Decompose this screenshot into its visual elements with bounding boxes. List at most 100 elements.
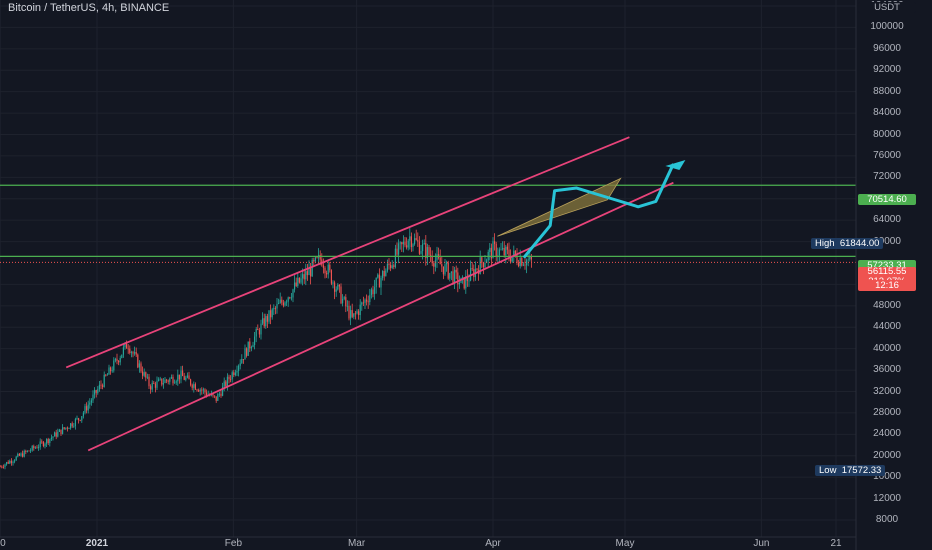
candle-body — [486, 260, 488, 264]
candle-body — [399, 242, 401, 244]
candle-body — [316, 257, 318, 259]
candle-body — [134, 352, 136, 354]
candle-body — [193, 384, 195, 388]
candle-body — [428, 247, 430, 255]
candle-body — [63, 427, 65, 429]
candle-body — [110, 367, 112, 372]
candle-body — [60, 429, 62, 434]
candle-body — [292, 289, 294, 298]
candle-body — [350, 310, 352, 319]
candle-body — [0, 466, 1, 468]
candle-body — [417, 239, 419, 242]
candle-body — [423, 243, 425, 245]
candle-body — [57, 431, 59, 437]
candle-body — [383, 270, 385, 277]
price-tick-label: 64000 — [873, 214, 901, 226]
candlestick-series — [0, 228, 532, 470]
candle-body — [178, 374, 180, 380]
candle-body — [41, 441, 43, 443]
candle-body — [479, 257, 481, 275]
candle-body — [529, 255, 531, 260]
candle-body — [502, 247, 504, 250]
candle-body — [498, 249, 500, 256]
candle-body — [105, 374, 107, 376]
candle-body — [442, 266, 444, 275]
candle-body — [327, 264, 329, 275]
candle-body — [300, 278, 302, 283]
candle-body — [95, 390, 97, 393]
candle-body — [398, 243, 400, 255]
candle-body — [284, 302, 286, 306]
candle-body — [242, 359, 244, 360]
candle-body — [124, 342, 126, 348]
candle-body — [100, 384, 102, 386]
candle-body — [66, 427, 68, 429]
candle-body — [47, 439, 49, 444]
price-tick-label: 100000 — [870, 21, 904, 33]
candle-body — [516, 255, 518, 263]
candle-body — [484, 263, 486, 268]
candle-body — [239, 363, 241, 366]
candle-body — [281, 299, 283, 303]
candle-body — [311, 259, 313, 277]
candle-body — [372, 289, 374, 295]
price-tick-label: 32000 — [873, 385, 901, 397]
candle-body — [303, 274, 305, 280]
candle-body — [212, 393, 214, 396]
candle-body — [431, 256, 433, 264]
candle-body — [351, 310, 353, 317]
candle-body — [335, 289, 337, 292]
candle-body — [140, 363, 142, 372]
candle-body — [49, 438, 51, 444]
candle-body — [455, 269, 457, 273]
candle-body — [530, 255, 532, 260]
candle-body — [82, 412, 84, 417]
candle-body — [322, 265, 324, 268]
support-price-label: 57233.31 — [858, 260, 916, 271]
candle-body — [191, 384, 193, 388]
candle-body — [65, 427, 67, 429]
candle-body — [6, 462, 8, 465]
candle-body — [348, 305, 350, 319]
time-tick-label: Apr — [485, 538, 501, 549]
channel-lower-line — [87, 181, 674, 452]
candle-body — [180, 370, 182, 380]
candle-body — [249, 341, 251, 349]
candle-body — [238, 365, 240, 372]
currency-label[interactable]: USDT — [858, 2, 916, 13]
candle-body — [338, 284, 340, 287]
candle-body — [146, 376, 148, 378]
candle-body — [198, 390, 200, 392]
candle-body — [103, 374, 105, 387]
candle-body — [233, 372, 235, 376]
channel-upper-line — [65, 136, 630, 369]
candle-body — [201, 389, 203, 391]
high-label-text: High — [815, 238, 835, 249]
candle-body — [119, 357, 121, 363]
candle-body — [14, 460, 16, 462]
candle-body — [391, 265, 393, 268]
candle-body — [202, 389, 204, 391]
candle-body — [90, 400, 92, 403]
candle-body — [481, 257, 483, 263]
candle-body — [319, 254, 321, 260]
candle-body — [145, 372, 147, 378]
candle-body — [206, 392, 208, 396]
candle-body — [306, 271, 308, 276]
triangle-pattern — [497, 177, 622, 237]
candle-body — [406, 245, 408, 248]
candle-body — [332, 282, 334, 284]
candle-body — [28, 450, 30, 452]
candle-body — [30, 450, 32, 452]
candle-body — [458, 283, 460, 285]
low-label-text: Low — [819, 465, 837, 476]
candle-body — [204, 389, 206, 393]
candle-body — [54, 432, 56, 437]
candle-body — [393, 265, 395, 267]
price-tick-label: 92000 — [873, 64, 901, 76]
candle-body — [34, 447, 36, 449]
candle-body — [412, 244, 414, 248]
candle-body — [182, 370, 184, 377]
candle-body — [138, 363, 140, 368]
